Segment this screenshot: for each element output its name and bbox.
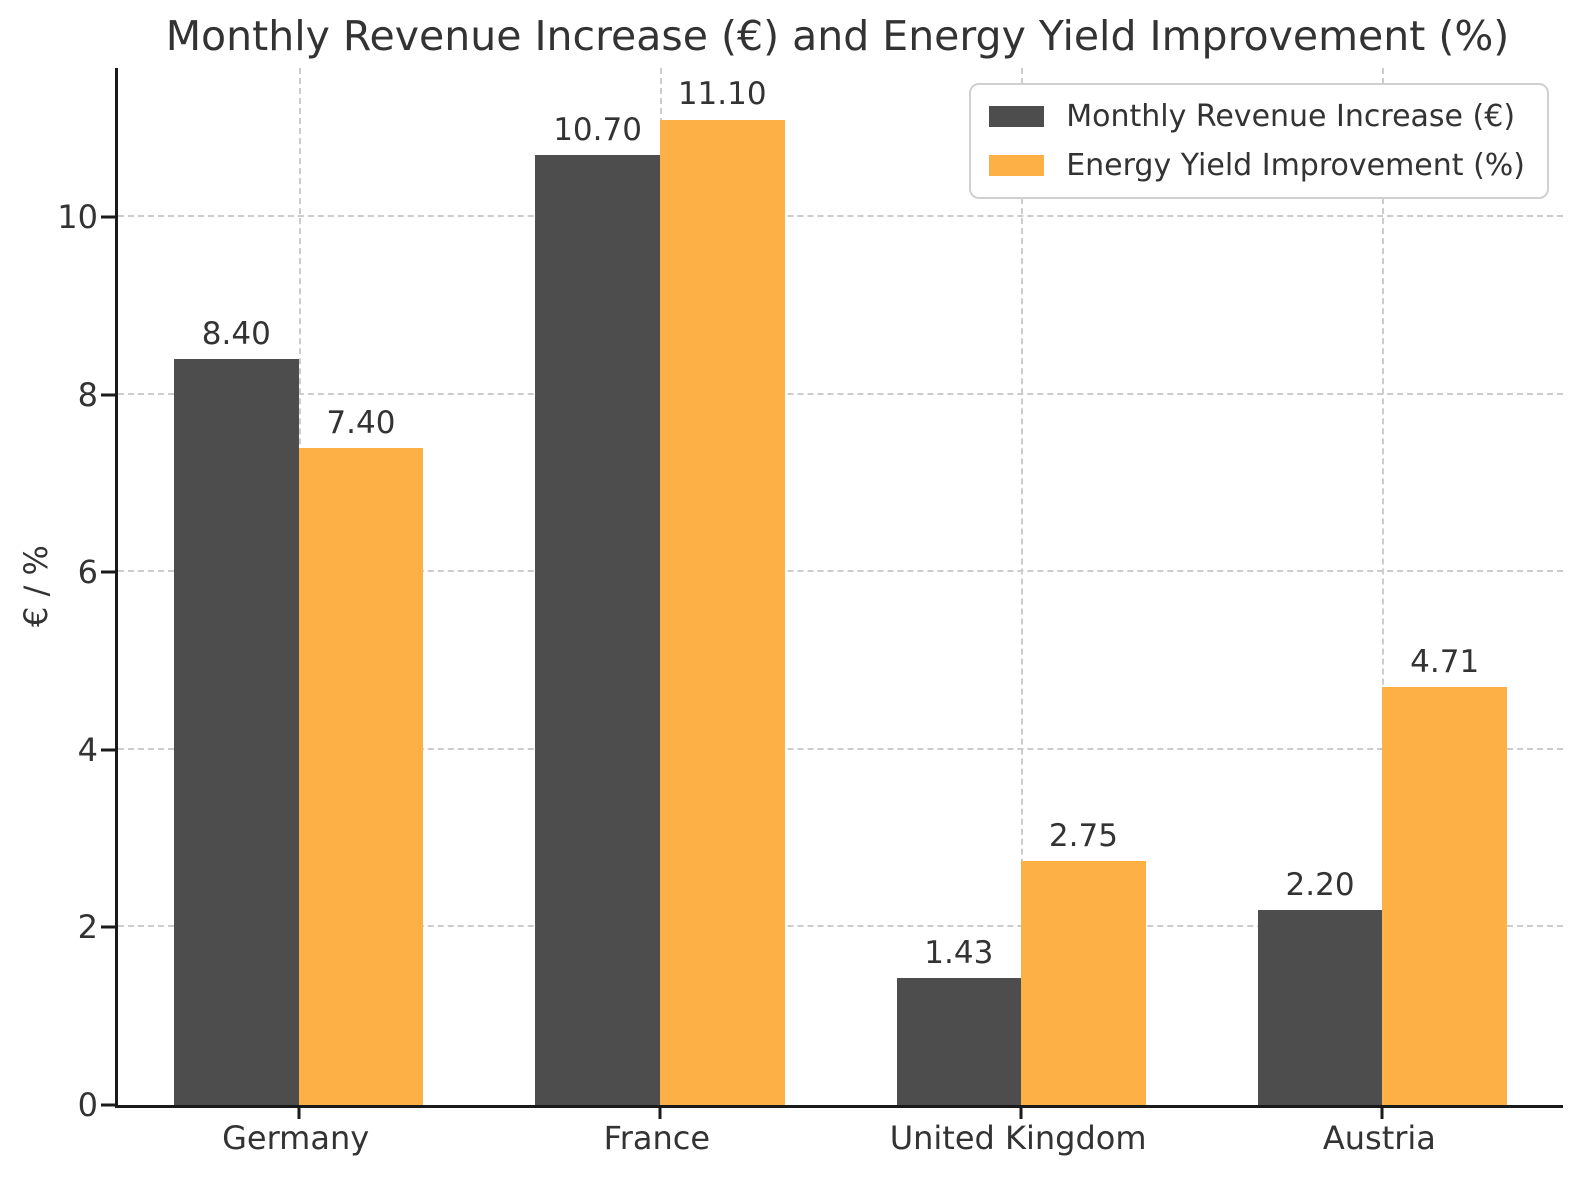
- x-tick-mark: [658, 1108, 662, 1119]
- bar-pair: 8.40 7.40: [174, 68, 424, 1105]
- y-tick-mark: [101, 925, 115, 929]
- y-tick-mark: [101, 1103, 115, 1107]
- x-axis-tick-labels: Germany France United Kingdom Austria: [115, 1119, 1560, 1157]
- y-tick-mark: [101, 570, 115, 574]
- plot-area: 8.40 7.40 10.70 11.10: [101, 68, 1563, 1119]
- legend-item-yield: Energy Yield Improvement (%): [989, 148, 1525, 183]
- legend-item-revenue: Monthly Revenue Increase (€): [989, 99, 1525, 134]
- bar-group-austria: 2.20 4.71: [1202, 68, 1563, 1105]
- bar-yield-france: 11.10: [659, 77, 785, 1105]
- bar-pair: 2.20 4.71: [1257, 68, 1507, 1105]
- x-tick-label-united-kingdom: United Kingdom: [889, 1119, 1147, 1157]
- x-gridline: [1021, 68, 1024, 1105]
- bar-value-label: 10.70: [553, 111, 642, 148]
- y-gridline: [118, 570, 1563, 573]
- legend-label-revenue: Monthly Revenue Increase (€): [1066, 99, 1516, 134]
- bar-value-label: 2.20: [1285, 866, 1355, 903]
- y-tick-mark: [101, 215, 115, 219]
- bar-pair: 10.70 11.10: [535, 68, 785, 1105]
- legend: Monthly Revenue Increase (€) Energy Yiel…: [969, 83, 1549, 199]
- y-tick-label: 10: [57, 198, 98, 237]
- legend-swatch-revenue: [989, 106, 1045, 127]
- y-tick-mark: [101, 393, 115, 397]
- bar-group-germany: 8.40 7.40: [118, 68, 479, 1105]
- x-tick-mark: [297, 1108, 301, 1119]
- y-tick-label: 2: [77, 908, 98, 947]
- y-tick-mark: [101, 748, 115, 752]
- x-tick-mark: [1019, 1108, 1023, 1119]
- y-tick-label: 0: [77, 1086, 98, 1124]
- y-tick-label: 4: [77, 730, 98, 769]
- bar-groups: 8.40 7.40 10.70 11.10: [118, 68, 1563, 1105]
- y-tick-label: 8: [77, 375, 98, 414]
- bar-revenue-united-kingdom: 1.43: [896, 936, 1022, 1105]
- x-tick-label-austria: Austria: [1322, 1119, 1436, 1157]
- y-tick-label: 6: [77, 553, 98, 592]
- bar-value-label: 7.40: [326, 404, 396, 441]
- y-gridline: [118, 747, 1563, 750]
- bar-pair: 1.43 2.75: [896, 68, 1146, 1105]
- y-gridline: [118, 925, 1563, 928]
- bar-yield-united-kingdom: 2.75: [1021, 819, 1146, 1105]
- x-tick-mark: [1380, 1108, 1384, 1119]
- x-gridline: [1382, 68, 1385, 1105]
- legend-label-yield: Energy Yield Improvement (%): [1066, 148, 1525, 183]
- bar-group-united-kingdom: 1.43 2.75: [841, 68, 1202, 1105]
- bar-yield-austria: 4.71: [1382, 645, 1507, 1105]
- bar-value-label: 4.71: [1410, 643, 1480, 680]
- bar-group-france: 10.70 11.10: [479, 68, 840, 1105]
- bar-value-label: 11.10: [677, 76, 767, 113]
- legend-swatch-yield: [989, 155, 1045, 176]
- y-gridline: [118, 215, 1563, 218]
- bar-yield-germany: 7.40: [298, 406, 424, 1105]
- chart-title: Monthly Revenue Increase (€) and Energy …: [165, 12, 1510, 60]
- bar-revenue-austria: 2.20: [1257, 867, 1383, 1105]
- y-axis-tick-labels: 0 2 4 6 8 10: [0, 68, 98, 1121]
- bar-value-label: 2.75: [1048, 817, 1118, 854]
- bar-value-label: 8.40: [201, 316, 271, 353]
- y-gridline: [118, 392, 1563, 395]
- bar-revenue-france: 10.70: [535, 113, 660, 1105]
- bar-revenue-germany: 8.40: [174, 317, 299, 1105]
- x-tick-label-germany: Germany: [222, 1119, 370, 1157]
- x-tick-label-france: France: [603, 1119, 711, 1157]
- bar-value-label: 1.43: [924, 934, 994, 971]
